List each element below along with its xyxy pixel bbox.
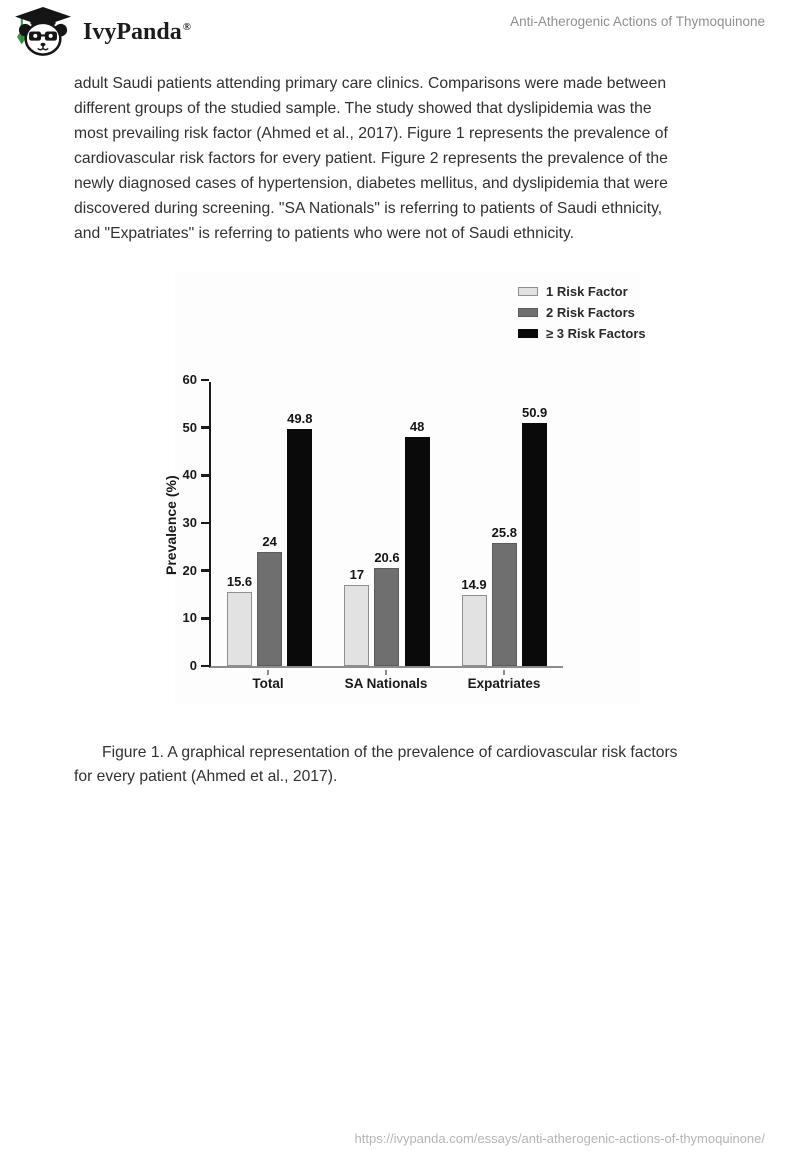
brand-logo-link[interactable]: IvyPanda® bbox=[12, 6, 191, 58]
legend-label: ≥ 3 Risk Factors bbox=[546, 326, 646, 341]
legend-label: 1 Risk Factor bbox=[546, 284, 628, 299]
y-axis-tick-label: 50 bbox=[182, 419, 197, 435]
legend-label: 2 Risk Factors bbox=[546, 305, 635, 320]
bar bbox=[344, 584, 370, 666]
figure-caption: Figure 1. A graphical representation of … bbox=[74, 744, 678, 785]
x-axis-tick bbox=[503, 670, 505, 675]
y-axis-tick-label: 10 bbox=[182, 610, 197, 626]
y-axis-tick bbox=[201, 521, 209, 525]
bar-value-label: 15.6 bbox=[226, 573, 253, 589]
bar-cell: 25.8 bbox=[492, 525, 517, 666]
bar-cell: 15.6 bbox=[227, 574, 252, 666]
x-axis-category: Total bbox=[209, 670, 327, 691]
bar-group-total: 15.6 24 49.8 bbox=[211, 382, 328, 666]
bar-value-label: 17 bbox=[349, 566, 365, 582]
source-url-link[interactable]: https://ivypanda.com/essays/anti-atherog… bbox=[354, 1131, 765, 1146]
bar-value-label: 25.8 bbox=[491, 525, 517, 541]
legend-item-2: ≥ 3 Risk Factors bbox=[518, 323, 646, 344]
bar-cell: 14.9 bbox=[461, 576, 487, 666]
bar bbox=[257, 551, 283, 666]
y-axis-tick-label: 20 bbox=[182, 562, 197, 578]
legend-swatch-icon bbox=[518, 329, 538, 338]
chart-bars: 15.6 24 49.8 17 20.6 48 14.9 25.8 50.9 bbox=[211, 382, 563, 666]
y-axis-tick bbox=[201, 474, 209, 477]
x-axis-tick bbox=[385, 670, 387, 675]
bar bbox=[404, 437, 430, 666]
bar-cell: 20.6 bbox=[374, 549, 400, 666]
x-axis-category: SA Nationals bbox=[327, 670, 445, 691]
bar-value-label: 20.6 bbox=[374, 549, 400, 565]
bar bbox=[374, 567, 400, 666]
y-axis-tick bbox=[201, 617, 209, 620]
y-axis-tick bbox=[201, 664, 209, 668]
bar-cell: 48 bbox=[404, 419, 430, 666]
bar-value-label: 49.8 bbox=[287, 410, 313, 426]
body-paragraph: adult Saudi patients attending primary c… bbox=[74, 75, 668, 242]
legend-item-1: 2 Risk Factors bbox=[518, 302, 646, 323]
x-axis-labels: Total SA Nationals Expatriates bbox=[209, 670, 563, 691]
ivypanda-panda-logo-icon bbox=[15, 6, 71, 56]
y-axis-tick bbox=[201, 378, 209, 382]
bar bbox=[522, 423, 548, 666]
x-axis-tick bbox=[267, 670, 269, 675]
y-axis-tick bbox=[201, 426, 209, 429]
bar-group-expatriates: 14.9 25.8 50.9 bbox=[446, 382, 563, 666]
legend-item-0: 1 Risk Factor bbox=[518, 281, 646, 302]
bar-cell: 49.8 bbox=[287, 411, 312, 666]
bar bbox=[227, 591, 252, 666]
y-axis-tick-label: 30 bbox=[182, 515, 197, 530]
y-axis-tick bbox=[201, 569, 209, 572]
bar-value-label: 50.9 bbox=[521, 405, 548, 421]
y-axis-tick-label: 40 bbox=[182, 467, 197, 483]
y-axis-tick-label: 60 bbox=[182, 372, 197, 387]
x-axis-label: Expatriates bbox=[467, 676, 541, 691]
brand-name: IvyPanda bbox=[83, 18, 182, 45]
x-axis-category: Expatriates bbox=[445, 670, 563, 691]
x-axis-label: Total bbox=[252, 676, 284, 691]
bar-value-label: 48 bbox=[409, 419, 425, 435]
bar-value-label: 14.9 bbox=[461, 576, 487, 592]
bar bbox=[491, 543, 517, 666]
x-axis-label: SA Nationals bbox=[344, 676, 428, 691]
figure-1-bar-chart: 1 Risk Factor 2 Risk Factors ≥ 3 Risk Fact… bbox=[163, 272, 646, 705]
bar-value-label: 24 bbox=[262, 533, 277, 549]
bar-cell: 50.9 bbox=[522, 405, 547, 666]
running-head-title: Anti-Atherogenic Actions of Thymoquinone bbox=[510, 14, 765, 29]
chart-plot-area: 15.6 24 49.8 17 20.6 48 14.9 25.8 50.9 0 10 20 30 40… bbox=[183, 373, 563, 673]
legend-swatch-icon bbox=[518, 287, 538, 296]
legend-swatch-icon bbox=[518, 308, 538, 317]
bar-cell: 17 bbox=[344, 566, 370, 666]
bar-cell: 24 bbox=[257, 533, 283, 666]
y-axis-tick-label: 0 bbox=[189, 658, 197, 673]
bar-group-sa-nationals: 17 20.6 48 bbox=[328, 382, 445, 666]
registered-trademark: ® bbox=[182, 20, 191, 33]
bar bbox=[287, 428, 313, 666]
bar bbox=[461, 594, 487, 666]
chart-legend: 1 Risk Factor 2 Risk Factors ≥ 3 Risk Fact… bbox=[518, 281, 646, 344]
